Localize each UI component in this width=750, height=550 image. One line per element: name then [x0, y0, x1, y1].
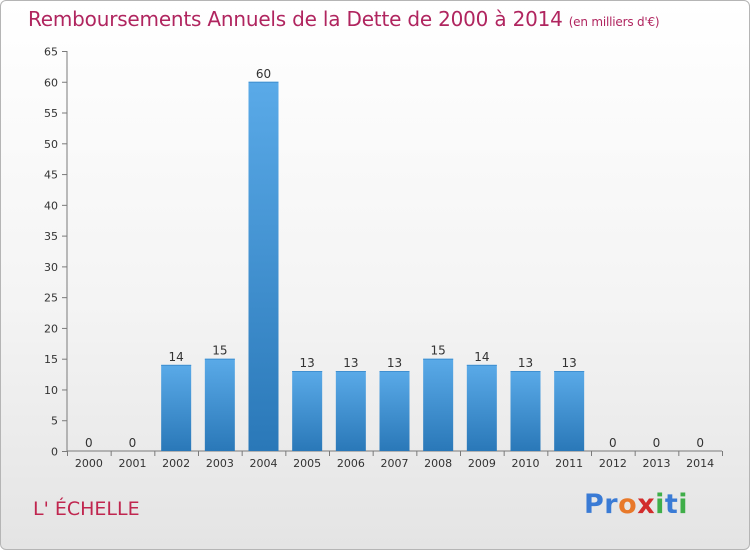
data-label: 13 — [300, 356, 315, 370]
bar — [161, 364, 192, 451]
y-tick-label: 0 — [51, 446, 58, 459]
chart-unit-note: (en milliers d'€) — [568, 15, 660, 29]
y-tick-label: 40 — [44, 199, 58, 212]
y-tick-label: 20 — [44, 322, 58, 335]
x-tick-label: 2006 — [337, 457, 365, 470]
bar — [379, 371, 410, 451]
logo-letter: o — [618, 489, 638, 520]
bar — [248, 81, 279, 452]
x-tick-label: 2011 — [555, 457, 583, 470]
y-tick-label: 10 — [44, 384, 58, 397]
y-tick-label: 45 — [44, 169, 58, 182]
data-label: 14 — [169, 350, 184, 364]
x-tick-label: 2005 — [293, 457, 321, 470]
x-tick-label: 2000 — [75, 457, 103, 470]
proxiti-logo[interactable]: Proxiti — [584, 489, 688, 520]
data-label: 0 — [653, 436, 661, 450]
y-tick-label: 65 — [44, 46, 58, 59]
chart-title: Remboursements Annuels de la Dette de 20… — [28, 7, 660, 31]
logo-letter: t — [664, 489, 679, 520]
bar — [423, 358, 454, 451]
logo-letter: P — [584, 489, 605, 520]
x-tick-label: 2013 — [643, 457, 671, 470]
bar — [335, 371, 366, 451]
logo-letter: r — [604, 489, 619, 520]
bar — [292, 371, 323, 451]
y-tick-label: 55 — [44, 107, 58, 120]
bar — [466, 364, 497, 451]
bar — [204, 358, 235, 451]
x-tick-label: 2004 — [250, 457, 278, 470]
data-label: 0 — [129, 436, 137, 450]
y-tick-label: 15 — [44, 353, 58, 366]
x-tick-label: 2001 — [119, 457, 147, 470]
y-tick-label: 60 — [44, 76, 58, 89]
data-label: 14 — [474, 350, 489, 364]
x-tick-label: 2008 — [424, 457, 452, 470]
x-tick-label: 2009 — [468, 457, 496, 470]
data-label: 0 — [85, 436, 93, 450]
y-tick-label: 25 — [44, 292, 58, 305]
data-label: 15 — [431, 344, 446, 358]
data-label: 15 — [212, 344, 227, 358]
data-label: 60 — [256, 67, 271, 81]
logo-letter: i — [655, 489, 665, 520]
data-label: 13 — [562, 356, 577, 370]
logo-letter: i — [678, 489, 689, 520]
y-tick-label: 35 — [44, 230, 58, 243]
bar — [510, 371, 541, 451]
chart-title-text: Remboursements Annuels de la Dette de 20… — [28, 7, 563, 31]
x-tick-label: 2002 — [162, 457, 190, 470]
x-tick-label: 2012 — [599, 457, 627, 470]
y-tick-label: 50 — [44, 138, 58, 151]
x-tick-label: 2003 — [206, 457, 234, 470]
data-label: 13 — [518, 356, 533, 370]
data-label: 13 — [387, 356, 402, 370]
data-label: 13 — [343, 356, 358, 370]
logo-letter: x — [637, 489, 656, 520]
data-label: 0 — [609, 436, 617, 450]
y-tick-label: 30 — [44, 261, 58, 274]
x-tick-label: 2014 — [686, 457, 714, 470]
x-tick-label: 2007 — [381, 457, 409, 470]
commune-name: L' ÉCHELLE — [33, 498, 140, 520]
data-label: 0 — [696, 436, 704, 450]
bar — [554, 371, 585, 451]
x-tick-label: 2010 — [512, 457, 540, 470]
y-tick-label: 5 — [51, 415, 58, 428]
